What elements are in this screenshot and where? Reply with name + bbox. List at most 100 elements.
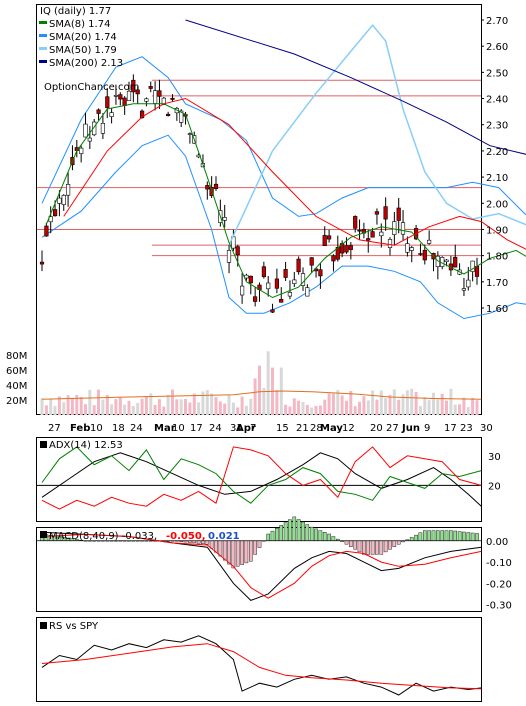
legend-swatch	[39, 60, 47, 63]
price-panel-frame	[36, 4, 482, 415]
legend-swatch	[39, 34, 47, 37]
candle-body	[161, 97, 166, 105]
volume-bar	[227, 394, 231, 415]
rs-panel-frame	[36, 617, 482, 702]
candle-body	[166, 113, 171, 116]
adx-series-di	[41, 446, 482, 510]
volume-bar	[184, 399, 187, 415]
candle-body	[122, 97, 127, 106]
price-tick-label: 2.20	[486, 147, 508, 158]
volume-bar	[249, 398, 253, 415]
candle-body	[270, 309, 275, 313]
adx-series-adx	[41, 452, 482, 507]
adx-legend-swatch	[40, 441, 47, 448]
candle-body	[409, 247, 414, 251]
x-axis-label: 31	[230, 423, 243, 434]
bollinger-upper-line	[41, 56, 526, 217]
rs-series-rs-avg	[41, 643, 482, 690]
volume-bar	[197, 402, 201, 415]
candle-body	[392, 221, 397, 235]
volume-bar	[40, 398, 44, 415]
volume-bar	[218, 401, 222, 415]
volume-bar	[210, 393, 214, 415]
macd-histogram-bar	[353, 540, 358, 550]
candle-body	[240, 285, 245, 296]
volume-bar	[388, 394, 392, 415]
x-axis-label: 9	[424, 423, 430, 434]
volume-bar	[458, 404, 462, 415]
volume-bar	[384, 398, 388, 415]
candle-body	[383, 206, 388, 220]
macd-histogram-bar	[449, 530, 453, 541]
sma20-line	[63, 97, 526, 250]
macd-histogram-bar	[418, 532, 423, 541]
volume-bar	[418, 406, 422, 415]
adx-series-di	[41, 446, 482, 504]
legend-label: SMA(20) 1.74	[49, 32, 117, 43]
sma8-line	[45, 103, 526, 299]
volume-bar	[305, 404, 309, 415]
candle-body	[296, 258, 301, 273]
macd-histogram-bar	[366, 540, 371, 555]
candle-body	[100, 123, 105, 134]
volume-bar	[44, 405, 48, 415]
volume-bar	[110, 404, 114, 415]
candle-body	[144, 98, 149, 102]
volume-bar	[171, 389, 174, 415]
macd-histogram-bar	[349, 540, 353, 547]
volume-bar	[432, 392, 435, 415]
candle-body	[135, 89, 140, 95]
candle-body	[331, 255, 336, 262]
macd-histogram-value: 0.021	[208, 531, 240, 542]
candle-body	[396, 207, 401, 221]
volume-bar	[405, 390, 409, 415]
legend-label: SMA(200) 2.13	[49, 58, 123, 69]
candle-body	[205, 185, 210, 190]
candle-body	[187, 133, 193, 135]
candle-body	[348, 245, 353, 250]
macd-histogram-bar	[436, 530, 440, 541]
price-tick-label: 1.90	[486, 225, 508, 236]
candle-body	[44, 225, 49, 237]
volume-bar	[157, 399, 161, 415]
macd-histogram-bar	[444, 530, 449, 541]
rs-legend-swatch	[40, 622, 47, 629]
macd-histogram-bar	[440, 530, 445, 541]
adx-legend-label: ADX(14) 12.53	[49, 440, 123, 451]
volume-bar	[475, 400, 479, 415]
candle-body	[222, 217, 227, 221]
volume-bar	[62, 402, 66, 415]
macd-histogram-bar	[453, 530, 458, 541]
candle-body	[105, 96, 110, 108]
x-axis-label: 27	[48, 423, 61, 434]
candle-body	[426, 239, 432, 244]
volume-tick-label: 40M	[6, 381, 27, 392]
candle-body	[405, 243, 410, 253]
macd-histogram-bar	[301, 521, 305, 541]
macd-histogram-bar	[292, 516, 297, 541]
volume-bar	[310, 407, 314, 415]
volume-bar	[153, 404, 157, 415]
x-axis-label: 15	[276, 423, 289, 434]
candle-body	[466, 279, 471, 288]
volume-bar	[371, 390, 375, 415]
volume-bar	[166, 394, 170, 415]
volume-bar	[201, 391, 205, 415]
candle-body	[153, 90, 158, 104]
price-tick-label: 2.10	[486, 173, 508, 184]
candle-body	[305, 287, 310, 297]
legend-swatch	[39, 21, 47, 24]
volume-bar	[149, 393, 153, 415]
volume-bar	[192, 393, 196, 415]
macd-histogram-bar	[309, 526, 314, 541]
x-axis-label: 10	[172, 423, 185, 434]
macd-histogram-bar	[227, 540, 231, 565]
candle-body	[418, 253, 423, 255]
volume-bar	[240, 396, 244, 415]
volume-bar	[79, 397, 83, 415]
volume-bar	[244, 405, 248, 415]
volume-bar	[358, 401, 361, 415]
macd-histogram-bar	[427, 530, 431, 541]
candle-body	[370, 231, 375, 238]
macd-histogram-bar	[344, 540, 349, 545]
